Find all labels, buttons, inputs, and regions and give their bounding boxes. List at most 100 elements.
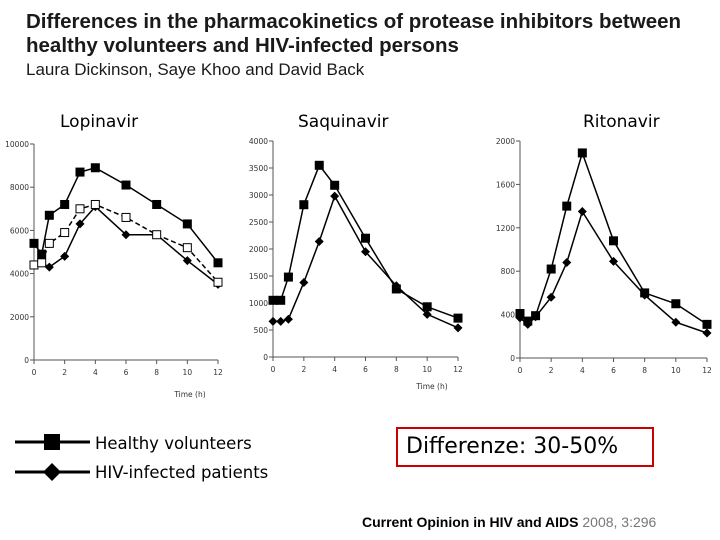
ritonavir-point-healthy	[562, 201, 572, 211]
ritonavir-point-hiv	[562, 258, 572, 268]
saquinavir-point-healthy	[276, 295, 286, 305]
saquinavir-point-hiv	[268, 316, 278, 326]
lopinavir-point-hiv	[60, 251, 70, 261]
legend-symbols	[15, 434, 90, 481]
ritonavir-point-hiv	[531, 312, 541, 322]
saquinavir-y-tick-label: 3500	[249, 164, 268, 173]
difference-callout: Differenze: 30-50%	[396, 427, 654, 467]
ritonavir-point-hiv	[671, 317, 681, 327]
lopinavir-point-healthy	[213, 258, 223, 268]
lopinavir-point-hiv	[182, 256, 192, 266]
lopinavir-y-tick-label: 2000	[10, 313, 29, 322]
saquinavir-point-hiv	[361, 247, 370, 257]
legend-square-marker	[44, 434, 60, 450]
authors: Laura Dickinson, Saye Khoo and David Bac…	[26, 60, 365, 79]
lopinavir-point-healthy	[44, 210, 54, 220]
ritonavir-point-hiv	[609, 256, 618, 266]
lopinavir-x-tick-label: 12	[213, 368, 223, 377]
lopinavir-series-line-0	[33, 166, 219, 264]
saquinavir-point-healthy	[453, 313, 463, 323]
lopinavir-point-hiv	[121, 230, 131, 240]
lopinavir-point-healthy	[29, 238, 39, 248]
saquinavir-point-hiv	[299, 277, 309, 287]
lopinavir-point-open	[121, 212, 131, 222]
saquinavir-point-healthy	[299, 200, 309, 210]
saquinavir-point-hiv	[453, 323, 463, 333]
lopinavir-point-hiv	[44, 262, 54, 272]
ritonavir-y-tick-label: 2000	[496, 137, 515, 146]
lopinavir-point-healthy	[37, 249, 47, 259]
saquinavir-point-hiv	[391, 281, 401, 291]
legend-label-hiv: HIV-infected patients	[95, 463, 269, 482]
saquinavir-x-tick-label: 2	[301, 365, 306, 374]
ritonavir-point-hiv	[523, 319, 533, 329]
ritonavir-y-tick-label: 0	[510, 354, 515, 363]
lopinavir-series-line-2	[33, 203, 219, 283]
saquinavir-y-tick-label: 500	[254, 326, 269, 335]
footer-journal: Current Opinion in HIV and AIDS	[362, 514, 579, 530]
ritonavir-point-hiv	[515, 313, 525, 323]
lopinavir-point-open	[44, 238, 54, 248]
saquinavir-x-axis-label: Time (h)	[415, 382, 447, 391]
saquinavir-y-tick-label: 4000	[249, 137, 268, 146]
ritonavir-point-healthy	[546, 264, 556, 274]
footer-citation: Current Opinion in HIV and AIDS 2008, 3:…	[362, 514, 656, 530]
saquinavir-y-tick-label: 1500	[249, 272, 268, 281]
ritonavir-point-healthy	[577, 148, 587, 158]
lopinavir-point-healthy	[152, 199, 162, 209]
ritonavir-point-healthy	[671, 299, 681, 309]
ritonavir-x-tick-label: 10	[671, 366, 681, 375]
saquinavir-point-hiv	[283, 314, 293, 324]
saquinavir-x-tick-label: 4	[332, 365, 337, 374]
lopinavir-x-tick-label: 0	[32, 368, 37, 377]
lopinavir-x-tick-label: 4	[93, 368, 98, 377]
saquinavir-y-tick-label: 3000	[249, 191, 268, 200]
ritonavir-point-hiv	[640, 290, 650, 300]
saquinavir-y-tick-label: 2500	[249, 218, 268, 227]
saquinavir-y-tick-label: 1000	[249, 299, 268, 308]
saquinavir-y-tick-label: 0	[263, 353, 268, 362]
lopinavir-point-open	[90, 199, 100, 209]
lopinavir-x-tick-label: 6	[124, 368, 129, 377]
lopinavir-point-healthy	[90, 163, 100, 173]
saquinavir-x-tick-label: 0	[271, 365, 276, 374]
chart-title-ritonavir: Ritonavir	[583, 112, 660, 132]
saquinavir-x-tick-label: 8	[394, 365, 399, 374]
saquinavir-point-healthy	[330, 180, 340, 190]
lopinavir-point-healthy	[121, 180, 131, 190]
lopinavir-point-open	[60, 228, 70, 238]
lopinavir-point-open	[213, 277, 223, 287]
saquinavir-series-line-1	[273, 194, 459, 329]
saquinavir-y-tick-label: 2000	[249, 245, 268, 254]
saquinavir-point-healthy	[314, 160, 324, 170]
lopinavir-y-tick-label: 4000	[10, 270, 29, 279]
lopinavir-point-open	[29, 260, 39, 270]
legend-diamond-marker	[43, 463, 61, 481]
ritonavir-y-tick-label: 1200	[496, 224, 515, 233]
ritonavir-series-line-1	[519, 209, 708, 334]
ritonavir-point-healthy	[702, 319, 712, 329]
lopinavir-x-axis-label: Time (h)	[173, 390, 205, 399]
ritonavir-y-tick-label: 1600	[496, 180, 515, 189]
lopinavir-point-open	[152, 230, 162, 240]
ritonavir-point-hiv	[546, 292, 556, 302]
ritonavir-x-tick-label: 4	[580, 366, 585, 375]
lopinavir-y-tick-label: 6000	[10, 226, 29, 235]
saquinavir-x-tick-label: 12	[453, 365, 463, 374]
ritonavir-point-hiv	[702, 328, 712, 338]
saquinavir-series-line-0	[273, 163, 459, 319]
footer-year-page: 2008, 3:296	[582, 514, 657, 530]
lopinavir-y-tick-label: 8000	[10, 183, 29, 192]
saquinavir-point-hiv	[314, 236, 324, 246]
saquinavir-x-tick-label: 6	[363, 365, 368, 374]
legend: Healthy volunteers HIV-infected patients	[0, 425, 300, 495]
lopinavir-point-healthy	[75, 167, 85, 177]
chart-title-saquinavir: Saquinavir	[298, 112, 389, 132]
lopinavir-point-open	[75, 204, 85, 214]
lopinavir-x-tick-label: 10	[183, 368, 193, 377]
lopinavir-x-tick-label: 8	[154, 368, 159, 377]
saquinavir-point-hiv	[330, 191, 340, 201]
saquinavir-x-tick-label: 10	[422, 365, 432, 374]
saquinavir-point-healthy	[268, 295, 278, 305]
